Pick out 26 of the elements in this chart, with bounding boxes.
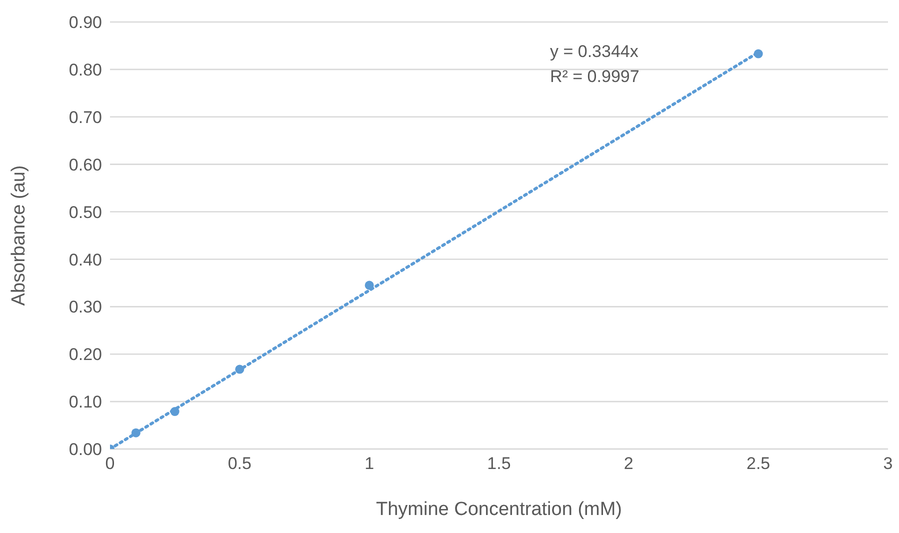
x-tick-label: 0 xyxy=(105,454,115,474)
point xyxy=(131,428,140,438)
point xyxy=(364,280,374,290)
point xyxy=(235,364,244,374)
annotation: y = 0.3344x xyxy=(550,42,638,62)
y-tick-label: 0.90 xyxy=(68,13,102,32)
x-tick-label: 2.5 xyxy=(746,454,770,474)
x-tick-label: 3 xyxy=(883,454,893,474)
y-tick-label: 0.50 xyxy=(68,202,102,222)
point xyxy=(170,407,180,416)
y-tick-label: 0.60 xyxy=(68,155,102,174)
y-tick-label: 0.20 xyxy=(68,345,102,364)
y-tick-label: 0.80 xyxy=(68,60,102,80)
y-axis-title: Absorbance (au) xyxy=(8,165,30,306)
x-axis-title: Thymine Concentration (mM) xyxy=(376,499,622,520)
annotation: R² = 0.9997 xyxy=(550,67,640,87)
y-tick-label: 0.30 xyxy=(68,298,102,317)
y-tick-label: 0.70 xyxy=(68,108,102,127)
point xyxy=(754,49,763,58)
x-tick-label: 0.5 xyxy=(228,454,252,474)
y-tick-label: 0.10 xyxy=(68,392,102,412)
y-tick-label: 0.40 xyxy=(68,250,102,270)
x-tick-label: 1 xyxy=(364,454,374,474)
x-tick-label: 2 xyxy=(624,454,634,474)
y-tick-label: 0.00 xyxy=(68,440,102,460)
x-tick-label: 1.5 xyxy=(487,454,511,474)
